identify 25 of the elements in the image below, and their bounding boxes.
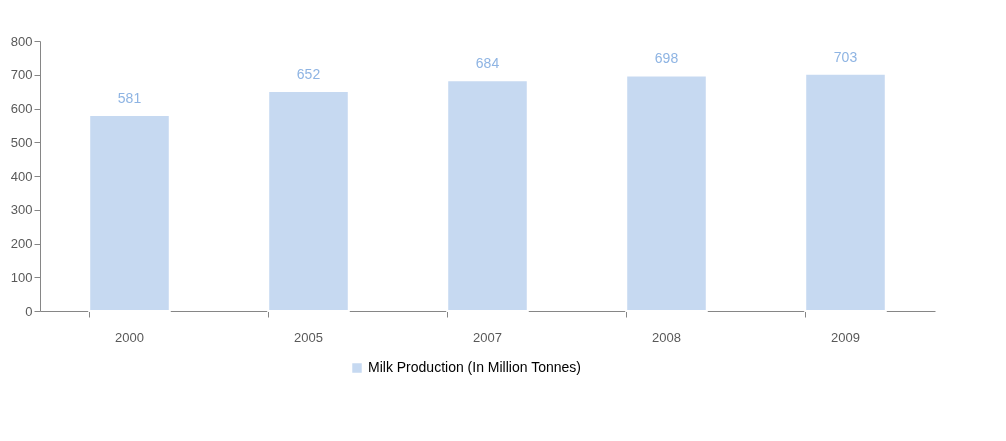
x-tick-label: 2009 [831,329,860,345]
y-tick-label: 500 [10,134,33,150]
y-tick-label: 600 [10,101,33,116]
bar [267,89,350,312]
legend-label: Milk Production (In Million Tonnes) [368,359,581,375]
y-tick-label: 100 [10,269,33,285]
x-tick-label: 2007 [473,329,502,345]
bar [88,113,171,312]
bar [625,74,708,312]
data-label: 684 [475,55,500,72]
y-tick-label: 200 [10,236,33,251]
data-label: 652 [296,65,321,82]
bar [804,72,887,312]
x-tick-label: 2005 [294,329,323,345]
y-tick-label: 700 [10,67,33,83]
data-label: 703 [833,48,858,65]
x-tick-label: 2000 [115,329,144,345]
data-label: 581 [117,89,142,106]
bar [446,79,529,312]
y-tick-label: 400 [10,168,33,184]
y-tick-label: 300 [10,202,33,218]
data-label: 698 [654,50,679,67]
y-tick-label: 0 [25,303,33,319]
y-tick-label: 800 [10,33,33,49]
x-tick-label: 2008 [652,329,681,345]
